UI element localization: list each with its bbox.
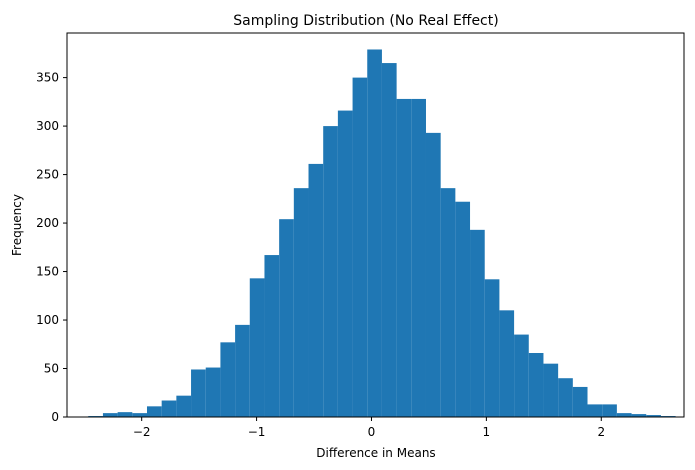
y-tick-label: 350 [36,71,59,85]
histogram-bar [220,342,236,417]
y-tick-label: 200 [36,216,59,230]
histogram-bar [484,279,500,417]
histogram-bar [323,126,338,417]
histogram-bar [646,415,661,417]
histogram-bar [352,77,368,417]
plot-frame [66,32,685,418]
histogram-bar [587,404,603,417]
histogram-bar [132,413,147,417]
histogram-bar [572,386,588,417]
histogram-bar [470,229,485,417]
histogram-bar [117,412,133,417]
histogram-bar [235,324,250,417]
histogram-bar [528,353,544,417]
chart-title: Sampling Distribution (No Real Effect) [233,13,498,29]
x-tick-label: −2 [133,425,151,439]
x-axis-label: Difference in Means [316,446,435,460]
histogram-bar [631,414,647,417]
histogram-bar [176,395,192,417]
histogram-bar [367,49,382,417]
y-axis: 0 50 100 150 200 250 300 350 [36,71,67,424]
x-tick-label: −1 [248,425,266,439]
y-tick-label: 100 [36,313,59,327]
x-tick-label: 1 [483,425,491,439]
histogram-bar [543,363,559,417]
histogram-bar [191,369,206,417]
histogram-bar [558,378,573,417]
histogram-bars [88,49,676,418]
x-axis: −2 −1 0 1 2 [133,417,605,439]
histogram-bar [396,98,412,417]
y-tick-label: 50 [44,362,59,376]
x-tick-label: 2 [597,425,605,439]
histogram-bar [425,132,441,417]
histogram-bar [146,406,162,417]
histogram-bar [249,278,265,417]
histogram-bar [455,201,471,417]
histogram-bar [411,98,426,417]
histogram-bar [514,334,529,417]
y-axis-label: Frequency [10,194,24,256]
histogram-bar [381,63,397,417]
histogram-bar [161,400,177,417]
histogram-bar [279,219,294,417]
y-tick-label: 250 [36,168,59,182]
histogram-bar [308,163,324,417]
histogram-bar [264,255,280,417]
y-tick-label: 150 [36,265,59,279]
histogram-bar [102,413,118,417]
histogram-bar [293,188,309,417]
histogram-bar [440,188,456,417]
x-tick-label: 0 [368,425,376,439]
histogram-bar [602,404,617,417]
histogram-bar [205,367,221,417]
histogram-bar [337,110,353,418]
y-tick-label: 300 [36,119,59,133]
y-tick-label: 0 [51,410,59,424]
histogram-bar [616,413,632,417]
histogram-bar [499,310,515,417]
